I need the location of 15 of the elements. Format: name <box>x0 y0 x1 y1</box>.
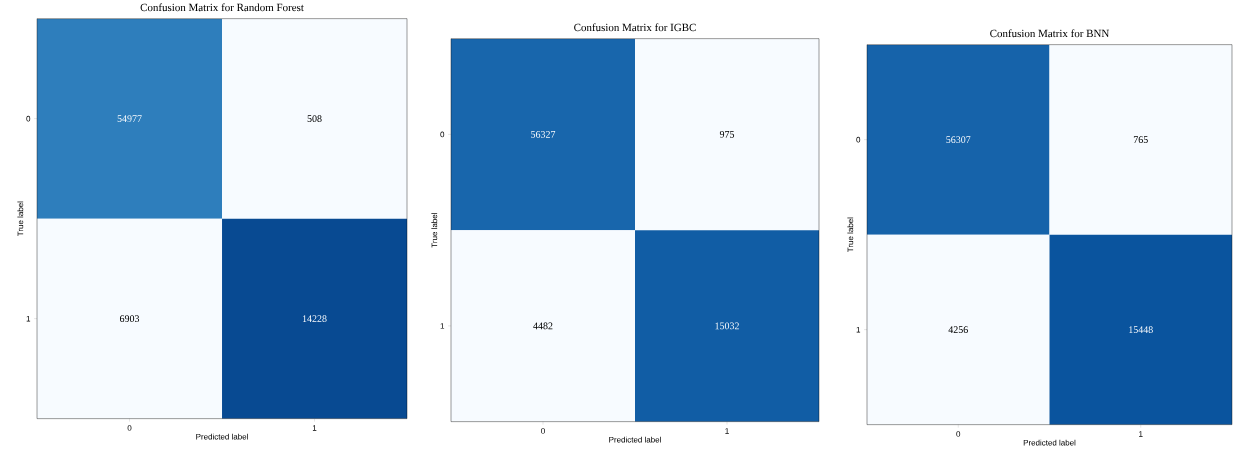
chart-title: Confusion Matrix for Random Forest <box>140 3 304 12</box>
data-label: 4482 <box>533 322 553 330</box>
chart-title: Confusion Matrix for IGBC <box>574 23 696 32</box>
data-label: 765 <box>1133 136 1148 144</box>
data-label: 14228 <box>302 315 327 323</box>
data-label: 4256 <box>948 326 968 334</box>
data-label: 15032 <box>715 322 739 330</box>
data-label: 975 <box>719 131 735 138</box>
chart-title: Confusion Matrix for BNN <box>990 29 1110 38</box>
data-label: 54977 <box>117 115 142 123</box>
data-label: 56327 <box>531 131 556 138</box>
data-label: 508 <box>307 115 322 123</box>
data-label: 56307 <box>946 136 971 144</box>
data-label: 6903 <box>119 315 140 323</box>
data-label: 15448 <box>1129 326 1153 334</box>
